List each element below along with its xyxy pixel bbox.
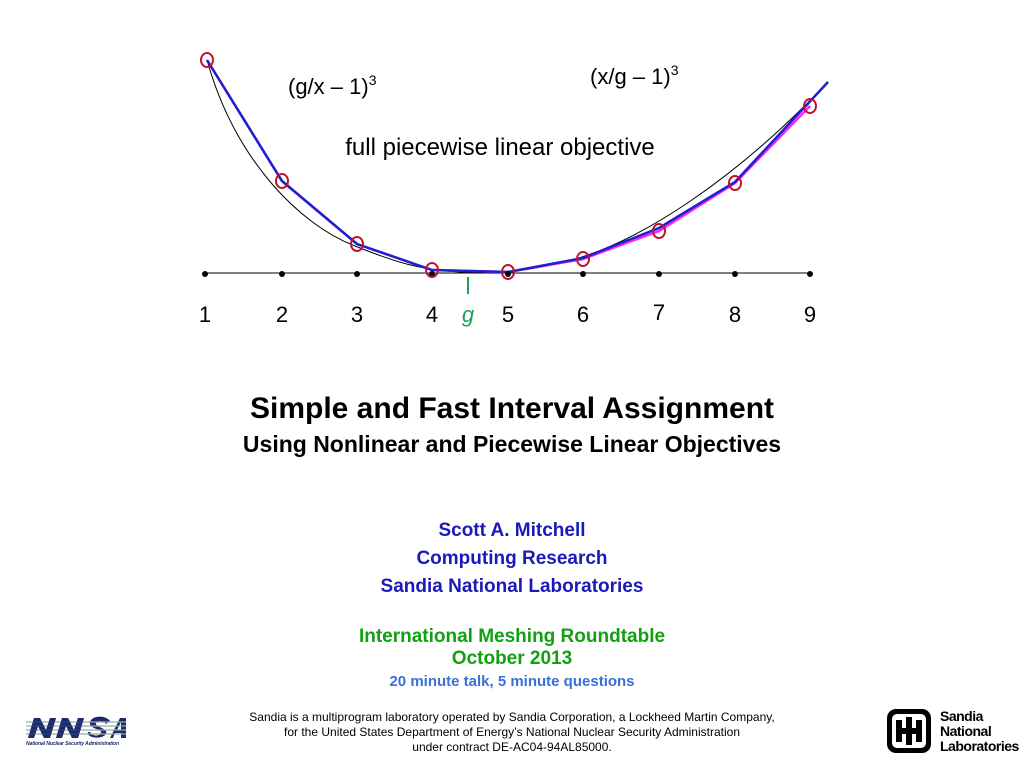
nonlinear-curve <box>206 59 829 274</box>
author-org: Sandia National Laboratories <box>380 576 644 597</box>
curve-marker <box>501 264 515 280</box>
axis-dot <box>807 271 813 277</box>
tick-label: 6 <box>577 302 589 327</box>
nnsa-logo <box>26 716 126 738</box>
left-curve-label: (g/x – 1)3 <box>288 72 377 99</box>
tick-label: 2 <box>276 302 288 327</box>
footer-line-3: under contract DE-AC04-94AL85000. <box>412 740 612 754</box>
curve-marker <box>576 251 590 267</box>
axis-dot <box>656 271 662 277</box>
curve-marker <box>803 98 817 114</box>
conference-date: October 2013 <box>451 648 573 669</box>
curve-marker <box>350 236 364 252</box>
author-dept: Computing Research <box>416 548 608 569</box>
tick-label: 3 <box>351 302 363 327</box>
talk-note: 20 minute talk, 5 minute questions <box>389 673 635 690</box>
left-curve-label-text: (g/x – 1) <box>288 74 369 99</box>
g-label: g <box>462 302 475 327</box>
axis-dot <box>505 271 511 277</box>
slide-subtitle: Using Nonlinear and Piecewise Linear Obj… <box>242 431 782 457</box>
axis-dot <box>580 271 586 277</box>
sandia-word-1: Sandia <box>940 708 983 724</box>
tick-label: 1 <box>199 302 211 327</box>
right-curve-label: (x/g – 1)3 <box>590 62 679 89</box>
curve-marker <box>200 52 214 68</box>
footer-line-2: for the United States Department of Ener… <box>284 725 740 739</box>
nnsa-caption: National Nuclear Security Administration <box>26 741 120 747</box>
curve-marker <box>425 262 439 278</box>
tick-label: 9 <box>804 302 816 327</box>
slide-title: Simple and Fast Interval Assignment <box>249 392 775 425</box>
sandia-word-2: National <box>940 723 992 739</box>
axis-dot <box>732 271 738 277</box>
center-curve-label: full piecewise linear objective <box>345 134 655 161</box>
sandia-logo <box>887 709 931 753</box>
axis-dot <box>279 271 285 277</box>
curve-marker <box>728 175 742 191</box>
curve-markers <box>200 52 817 280</box>
tick-label: 4 <box>426 302 438 327</box>
axis-dot <box>354 271 360 277</box>
right-curve-exponent: 3 <box>671 62 679 78</box>
axis-dot <box>202 271 208 277</box>
footer-line-1: Sandia is a multiprogram laboratory oper… <box>249 710 775 724</box>
curve-marker <box>275 173 289 189</box>
axis-dots <box>202 271 813 277</box>
sandia-word-3: Laboratories <box>940 738 1019 754</box>
tick-label: 5 <box>502 302 514 327</box>
curve-marker <box>652 223 666 239</box>
tick-label: 7 <box>653 300 665 325</box>
conference-name: International Meshing Roundtable <box>358 626 666 647</box>
right-curve-label-text: (x/g – 1) <box>590 64 671 89</box>
left-curve-exponent: 3 <box>369 72 377 88</box>
author-name: Scott A. Mitchell <box>438 520 586 541</box>
axis-dot <box>429 271 435 277</box>
objective-figure: g 1 2 3 4 5 6 7 8 9 (g/x – 1)3 (x/g – 1)… <box>199 52 829 327</box>
tick-label: 8 <box>729 302 741 327</box>
